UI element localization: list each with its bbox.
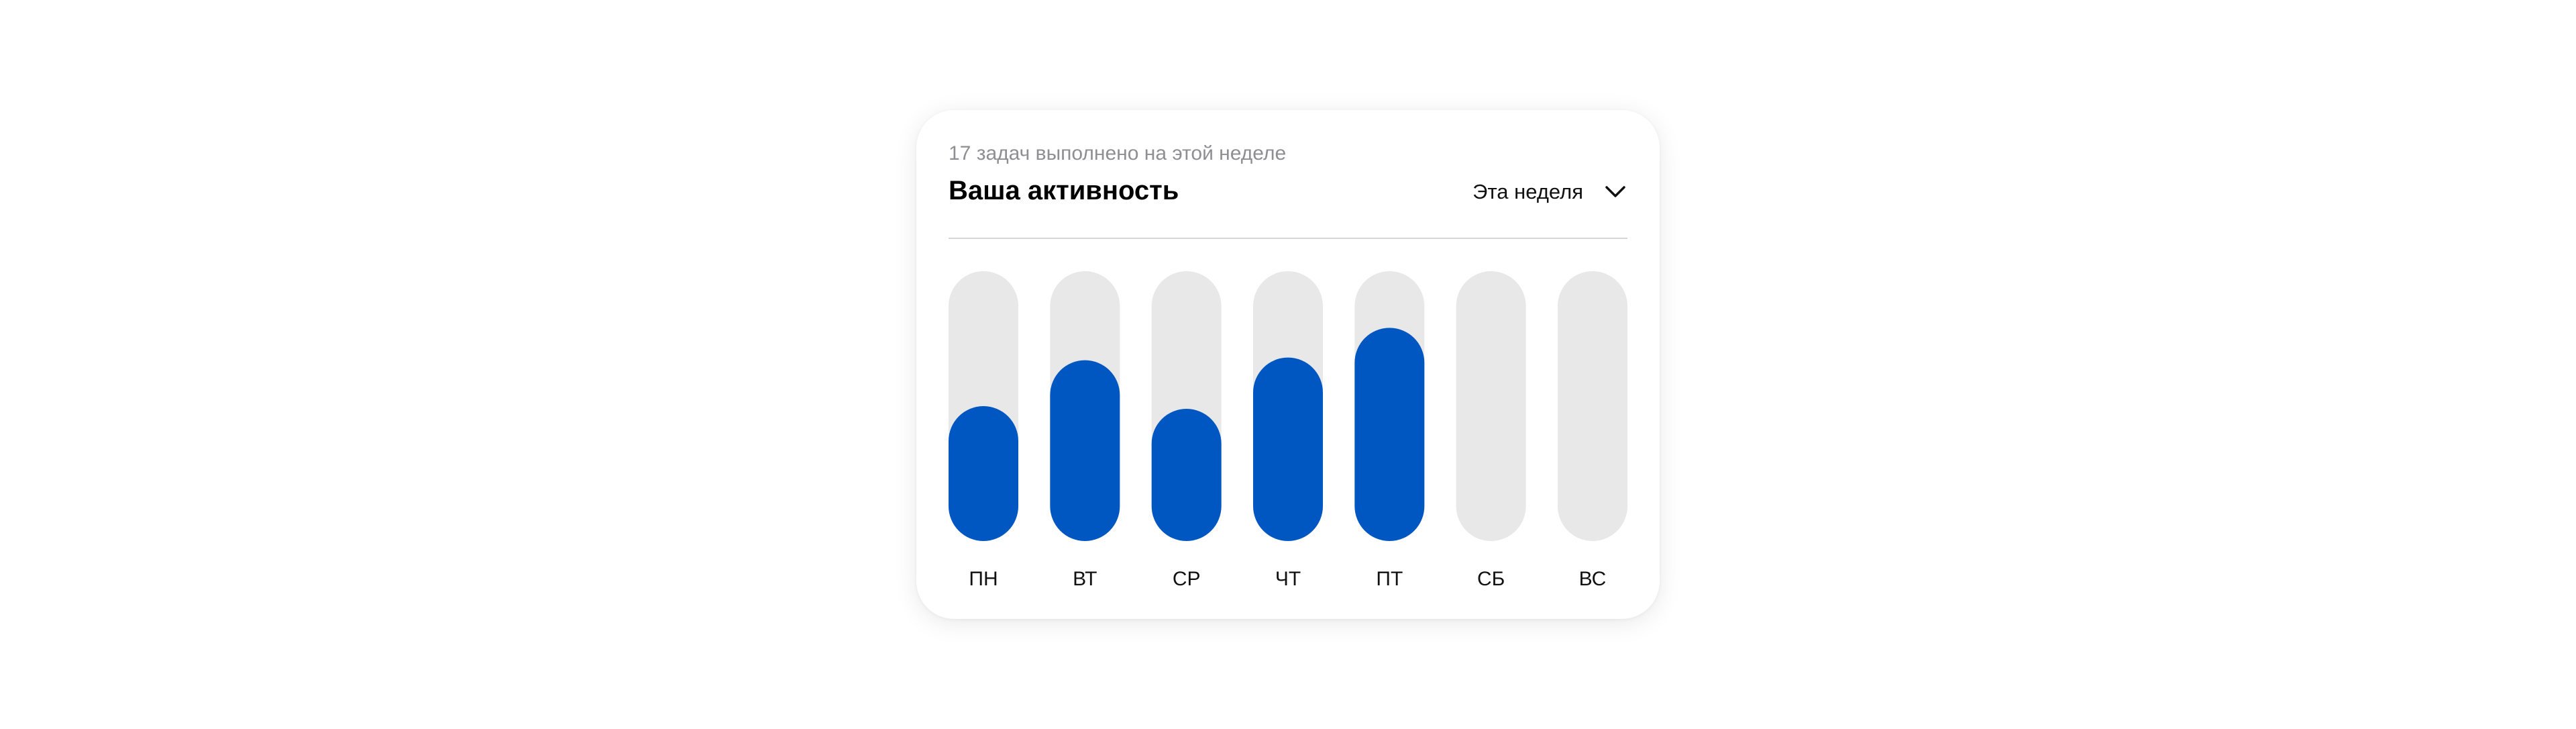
bar-day-2[interactable] — [1050, 360, 1120, 541]
bar-day-5[interactable] — [1354, 328, 1425, 541]
chevron-down-icon[interactable] — [1603, 180, 1627, 204]
bar-day-1[interactable] — [949, 406, 1018, 541]
bar-track-day-6 — [1456, 271, 1526, 541]
activity-card: 17 задач выполнено на этой неделе Ваша а… — [916, 110, 1660, 619]
day-label-5: ПТ — [1376, 568, 1403, 590]
day-label-4: ЧТ — [1275, 568, 1301, 590]
day-label-7: ВС — [1579, 568, 1607, 590]
day-label-1: ПН — [969, 568, 998, 590]
activity-bar-chart: ПН ВТ СР ЧТ ПТ СБ ВС — [949, 271, 1627, 590]
day-label-6: СБ — [1477, 568, 1505, 590]
card-title: Ваша активность — [949, 176, 1179, 205]
tasks-summary: 17 задач выполнено на этой неделе — [949, 142, 1287, 164]
day-label-2: ВТ — [1073, 568, 1097, 590]
bar-day-3[interactable] — [1151, 409, 1222, 541]
day-label-3: СР — [1173, 568, 1201, 590]
bar-day-4[interactable] — [1253, 357, 1323, 541]
header-divider — [949, 238, 1627, 239]
period-dropdown-label: Эта неделя — [1472, 180, 1583, 203]
bar-track-day-7 — [1558, 271, 1627, 541]
period-dropdown[interactable]: Эта неделя — [1472, 176, 1627, 208]
